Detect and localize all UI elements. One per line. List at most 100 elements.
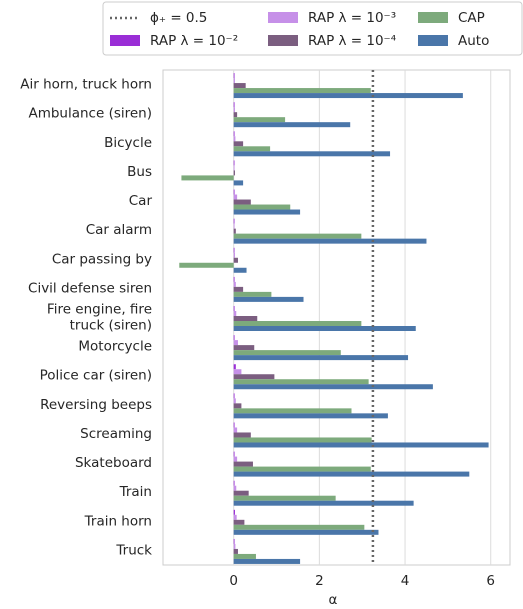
y-tick-label: Civil defense siren [28,280,152,296]
bar [233,267,247,273]
y-tick-label: Screaming [80,426,152,442]
bar [233,316,258,321]
bar [233,422,235,428]
legend-swatch [110,35,140,46]
bar [179,262,234,268]
legend-swatch [268,35,298,46]
y-tick-label: Air horn, truck horn [20,77,152,93]
bar [233,228,236,234]
bar [233,393,235,399]
bar [233,548,238,554]
bar [233,93,463,99]
y-tick-label: Train [119,484,152,500]
bar [233,131,235,137]
legend-label: Auto [458,33,489,49]
bar [233,233,362,239]
bar [233,374,275,380]
bar [233,490,249,496]
bar [233,379,369,385]
bar [181,175,234,181]
bar [233,218,235,224]
bar [233,238,427,244]
x-tick-label: 6 [486,573,495,589]
bar [233,427,238,433]
y-tick-label: Bicycle [104,135,152,151]
bar [233,543,236,549]
bar [233,160,235,166]
y-tick-label: Reversing beeps [40,397,152,413]
y-tick-label: Fire engine, fire truck (siren) [47,302,152,334]
bar [233,291,272,297]
bar [233,364,236,370]
bar [233,495,336,501]
bar [233,286,244,292]
bar [233,558,301,564]
bar [233,437,372,443]
bar [233,538,235,544]
bar [233,209,301,215]
bar [233,141,244,147]
bar [233,102,235,108]
bar [233,340,238,346]
bar [233,451,235,457]
legend-label: ϕ₊ = 0.5 [150,10,207,26]
y-tick-label: Skateboard [75,455,152,471]
bar [233,524,365,530]
bar [233,78,235,84]
y-tick-label: Police car (siren) [40,368,152,384]
bar [233,485,237,491]
bar [233,223,235,229]
bar [233,204,291,210]
bar [233,151,391,157]
bar [233,276,235,282]
bar [233,335,235,341]
bar [233,311,237,316]
bar [233,466,371,472]
bar [233,257,238,263]
bar [233,117,286,123]
bar [233,529,379,535]
bar [233,553,256,559]
plot-frame [162,69,511,566]
y-tick-label: Train horn [84,513,152,529]
y-tick-label: Car passing by [52,251,152,267]
bar [233,112,238,118]
bar [233,170,235,176]
bar [233,73,235,79]
bar [233,461,253,467]
bar [233,369,242,375]
legend-box [102,1,523,56]
bar [233,296,304,302]
bar [233,194,238,200]
bar [233,199,251,205]
bar [233,384,433,390]
x-axis-label: α [329,592,338,608]
bar [233,83,246,89]
bar [233,252,235,258]
bar [233,442,489,448]
bar [233,165,235,171]
bar [233,413,388,419]
bar [233,345,255,351]
bar [233,88,371,94]
bar [233,136,236,142]
legend-swatch [418,12,448,23]
y-tick-label: Truck [115,542,152,558]
x-tick-label: 4 [401,573,410,589]
legend-label: RAP λ = 10⁻² [150,33,238,49]
legend-swatch [418,35,448,46]
bar [233,247,235,253]
y-tick-label: Motorcycle [78,339,152,355]
bar [233,519,245,525]
bar [233,398,236,404]
legend-label: RAP λ = 10⁻⁴ [308,33,396,49]
bar [233,107,235,113]
bar [233,122,351,128]
bar [233,326,416,331]
bar [233,355,409,361]
legend-label: CAP [458,10,485,26]
x-tick-label: 2 [315,573,324,589]
bar [233,180,244,186]
y-tick-label: Ambulance (siren) [28,106,152,122]
y-tick-label: Bus [127,164,152,180]
